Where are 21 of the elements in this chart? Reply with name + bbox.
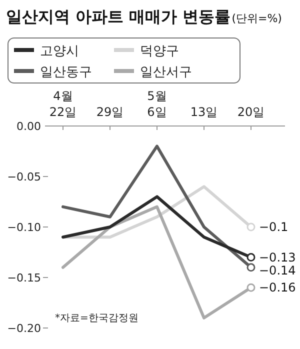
data-label: −0.14 bbox=[259, 263, 296, 278]
data-label: −0.16 bbox=[259, 280, 296, 295]
data-label: −0.13 bbox=[259, 250, 296, 264]
chart-title: 일산지역 아파트 매매가 변동률 bbox=[6, 7, 231, 26]
y-tick-label: −0.20 bbox=[7, 322, 41, 335]
x-tick-label: 13일 bbox=[190, 105, 218, 119]
x-tick-label: 20일 bbox=[237, 105, 265, 119]
legend-label: 고양시 bbox=[40, 44, 79, 59]
data-label: −0.1 bbox=[259, 220, 288, 234]
legend-label: 덕양구 bbox=[140, 44, 179, 59]
legend-label: 일산동구 bbox=[40, 65, 92, 80]
y-tick-label: −0.15 bbox=[7, 272, 41, 284]
y-tick-label: 0.00 bbox=[16, 120, 41, 133]
x-tick-label: 5월 6일 bbox=[147, 89, 167, 119]
x-tick-label: 4월 22일 bbox=[49, 89, 77, 119]
annotation: *자료=한국감정원 bbox=[55, 313, 138, 324]
chart-subtitle: (단위=%) bbox=[232, 12, 282, 25]
y-tick-label: −0.05 bbox=[7, 170, 41, 184]
x-tick-label: 29일 bbox=[96, 105, 124, 119]
legend-label: 일산서구 bbox=[140, 65, 192, 80]
y-tick-label: −0.10 bbox=[7, 221, 41, 234]
